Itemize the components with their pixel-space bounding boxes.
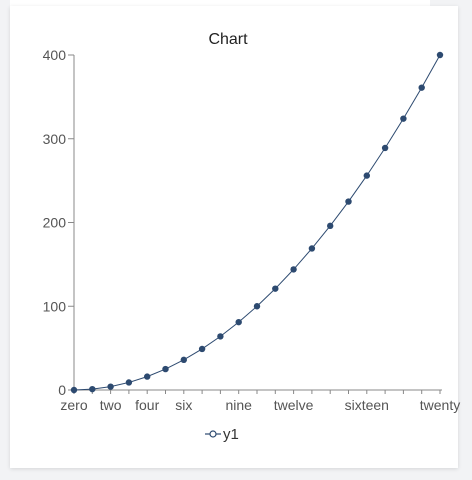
y-tick-label: 400 (43, 47, 67, 63)
legend[interactable]: y1 (205, 426, 239, 443)
x-tick-label: zero (60, 397, 87, 413)
x-tick-label: four (135, 397, 159, 413)
data-point[interactable] (198, 345, 206, 353)
data-point[interactable] (217, 333, 224, 340)
data-point[interactable] (272, 285, 279, 292)
y-tick-label: 200 (43, 215, 67, 231)
series-layer (70, 51, 444, 394)
x-tick-label: sixteen (345, 397, 389, 413)
data-point[interactable] (180, 356, 187, 364)
y-tick-labels: 0 100 200 300 400 (43, 47, 67, 398)
x-tick-label: six (175, 397, 192, 413)
data-point[interactable] (125, 379, 133, 386)
data-point[interactable] (400, 115, 407, 122)
data-point[interactable] (162, 365, 169, 373)
y-tick-label: 100 (43, 298, 67, 314)
series-line-y1 (73, 54, 441, 391)
y-tick-label: 300 (43, 131, 67, 147)
data-point[interactable] (144, 373, 151, 380)
axes (68, 54, 442, 394)
data-point[interactable] (253, 303, 261, 310)
x-tick-label: nine (225, 397, 252, 413)
x-tick-labels: zero two four six nine twelve sixteen twenty (60, 397, 460, 413)
data-point[interactable] (70, 386, 78, 394)
chart-card (10, 6, 458, 468)
y-tick-label: 0 (58, 382, 66, 398)
x-tick-label: twenty (420, 397, 460, 413)
data-point[interactable] (89, 385, 96, 393)
data-point[interactable] (418, 84, 425, 91)
data-point[interactable] (327, 222, 334, 230)
top-strip (10, 0, 430, 6)
data-point[interactable] (308, 245, 316, 252)
data-point[interactable] (107, 383, 114, 390)
data-point[interactable] (235, 318, 242, 326)
data-point[interactable] (345, 198, 352, 205)
data-point[interactable] (290, 266, 297, 273)
legend-marker-icon (209, 430, 217, 438)
data-point[interactable] (381, 144, 389, 152)
chart-title: Chart (208, 31, 248, 48)
x-tick-label: two (100, 397, 122, 413)
data-point[interactable] (363, 172, 370, 179)
x-tick-label: twelve (274, 397, 314, 413)
data-point[interactable] (436, 51, 444, 59)
legend-label-y1: y1 (223, 426, 239, 443)
